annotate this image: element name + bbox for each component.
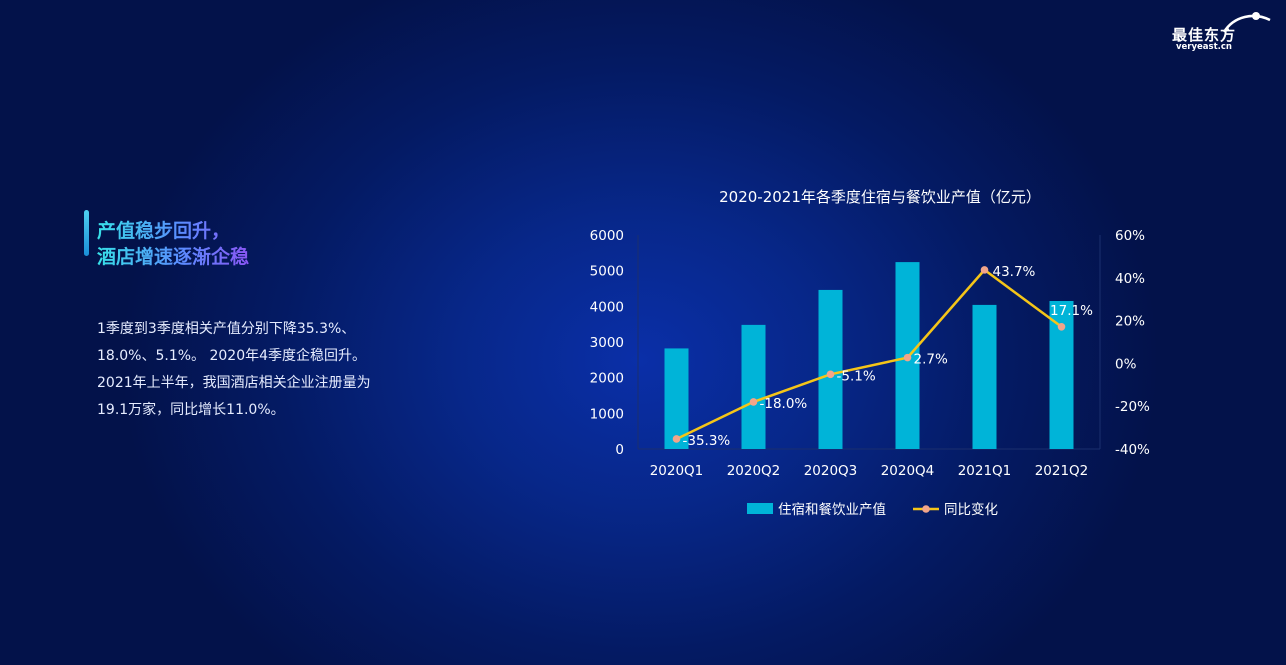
yoy-point xyxy=(749,398,758,406)
combo-chart: 0 1000 2000 3000 4000 5000 6000 -40% -20% 0% 20% 40… xyxy=(590,228,1150,518)
body-line: 2021年上半年，我国酒店相关企业注册量为 xyxy=(97,375,371,391)
y-right-tick-label: -20% xyxy=(1115,399,1150,415)
legend-bar-swatch xyxy=(747,503,773,514)
y-left-tick-label: 2000 xyxy=(590,371,624,387)
y-left-tick-label: 4000 xyxy=(590,299,624,315)
x-tick-label: 2021Q1 xyxy=(958,463,1012,479)
y-left-tick-label: 1000 xyxy=(590,406,624,422)
y-left-tick-label: 3000 xyxy=(590,335,624,351)
headline-accent-bar xyxy=(84,210,89,256)
yoy-point xyxy=(903,353,912,362)
yoy-data-label: -5.1% xyxy=(837,368,876,384)
y-left-tick-label: 6000 xyxy=(590,228,624,244)
legend-line-marker xyxy=(922,505,930,513)
y-left-tick-label: 0 xyxy=(615,442,624,458)
headline: 产值稳步回升， 酒店增速逐渐企稳 xyxy=(97,218,249,270)
x-tick-label: 2020Q2 xyxy=(727,463,781,479)
x-tick-label: 2020Q3 xyxy=(804,463,858,479)
bar xyxy=(818,289,843,449)
legend-line-label: 同比变化 xyxy=(944,502,998,518)
headline-line-2: 酒店增速逐渐企稳 xyxy=(97,246,250,268)
body-line: 18.0%、5.1%。 2020年4季度企稳回升。 xyxy=(97,348,367,364)
x-tick-label: 2020Q4 xyxy=(881,463,935,479)
yoy-point xyxy=(672,435,681,443)
y-right-tick-label: 20% xyxy=(1115,314,1145,330)
logo-swoosh-icon xyxy=(1222,12,1271,33)
yoy-point xyxy=(1057,323,1066,331)
logo-text-cn: 最佳东方 xyxy=(1172,26,1237,44)
yoy-point xyxy=(980,266,989,274)
y-right-tick-label: 40% xyxy=(1115,271,1145,287)
chart-title: 2020-2021年各季度住宿与餐饮业产值（亿元） xyxy=(719,188,1041,206)
y-right-tick-label: 60% xyxy=(1115,228,1145,244)
headline-line-1: 产值稳步回升， xyxy=(97,220,231,242)
yoy-data-label: 17.1% xyxy=(1050,303,1093,319)
bar xyxy=(972,304,997,449)
yoy-data-label: 2.7% xyxy=(914,352,948,368)
yoy-change-line xyxy=(675,268,1063,441)
bar xyxy=(741,324,766,449)
logo-text-en: veryeast.cn xyxy=(1176,42,1232,52)
body-line: 19.1万家，同比增长11.0%。 xyxy=(97,402,285,418)
y-right-tick-label: -40% xyxy=(1115,442,1150,458)
x-tick-label: 2020Q1 xyxy=(650,463,704,479)
body-line: 1季度到3季度相关产值分别下降35.3%、 xyxy=(97,321,356,337)
yoy-data-label: -35.3% xyxy=(683,433,731,449)
yoy-point xyxy=(826,370,835,379)
yoy-data-label: -18.0% xyxy=(760,396,808,412)
y-right-tick-label: 0% xyxy=(1115,356,1137,372)
yoy-data-label: 43.7% xyxy=(993,264,1036,280)
body-paragraph: 1季度到3季度相关产值分别下降35.3%、 18.0%、5.1%。 2020年4… xyxy=(97,316,427,424)
legend-bar-label: 住宿和餐饮业产值 xyxy=(778,501,886,518)
x-tick-label: 2021Q2 xyxy=(1035,463,1089,479)
bar xyxy=(664,348,689,449)
brand-logo: 最佳东方 veryeast.cn xyxy=(1166,10,1276,56)
y-left-tick-label: 5000 xyxy=(590,264,624,280)
